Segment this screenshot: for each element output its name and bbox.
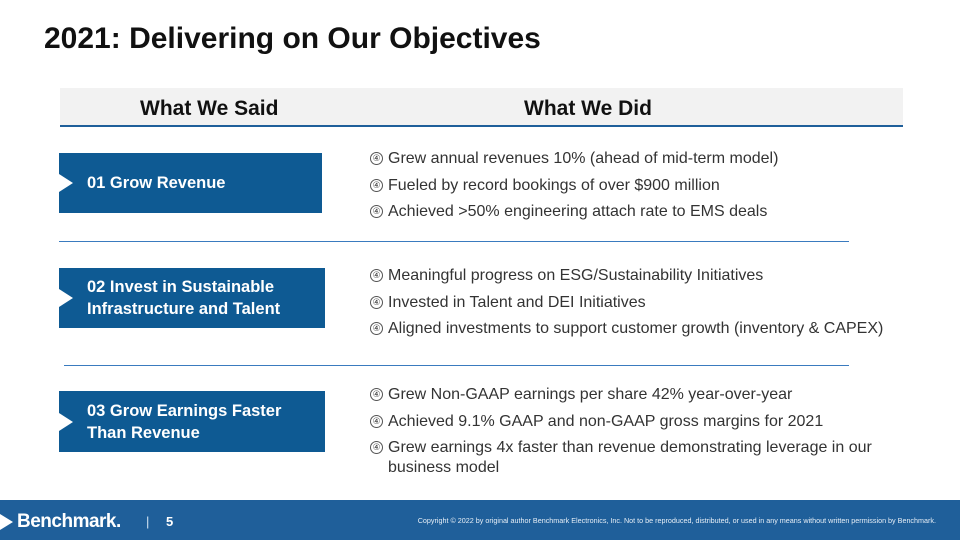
what-we-did-header: What We Did [524, 97, 652, 120]
logo-text: Benchmark. [17, 511, 121, 532]
bullet-text: Grew annual revenues 10% (ahead of mid-t… [388, 150, 779, 167]
circled-four-bullet-icon: ④ [370, 388, 383, 401]
list-item: ④ Invested in Talent and DEI Initiatives [370, 293, 950, 313]
divider [64, 365, 849, 366]
circled-four-bullet-icon: ④ [370, 205, 383, 218]
footer-separator: | [146, 514, 150, 529]
list-item: ④ Grew earnings 4x faster than revenue d… [370, 438, 890, 477]
play-arrow-icon [59, 412, 73, 431]
list-item: ④ Grew Non-GAAP earnings per share 42% y… [370, 385, 890, 405]
circled-four-bullet-icon: ④ [370, 295, 383, 309]
objective-03-box: 03 Grow Earnings Faster Than Revenue [59, 391, 325, 452]
circled-four-bullet-icon: ④ [370, 178, 383, 192]
bullet-text: Achieved >50% engineering attach rate to… [388, 203, 768, 220]
play-arrow-icon [59, 174, 73, 192]
objective-01-label: 01 Grow Revenue [87, 174, 226, 192]
page-number: 5 [166, 514, 174, 529]
table-header-band [60, 88, 903, 127]
objective-01-box: 01 Grow Revenue [59, 153, 322, 213]
list-item: ④ Grew annual revenues 10% (ahead of mid… [370, 149, 930, 169]
objective-03-results: ④ Grew Non-GAAP earnings per share 42% y… [370, 385, 890, 484]
objective-03-label: 03 Grow Earnings Faster Than Revenue [87, 401, 282, 442]
bullet-text: Achieved 9.1% GAAP and non-GAAP gross ma… [388, 412, 824, 430]
copyright-notice: Copyright © 2022 by original author Benc… [417, 516, 936, 525]
objective-02-results: ④ Meaningful progress on ESG/Sustainabil… [370, 266, 950, 346]
divider [59, 241, 849, 242]
objective-02-box: 02 Invest in Sustainable Infrastructure … [59, 268, 325, 328]
list-item: ④ Meaningful progress on ESG/Sustainabil… [370, 266, 950, 286]
circled-four-bullet-icon: ④ [370, 152, 383, 165]
circled-four-bullet-icon: ④ [370, 441, 383, 454]
circled-four-bullet-icon: ④ [370, 414, 383, 428]
objective-02-label: 02 Invest in Sustainable Infrastructure … [87, 278, 281, 318]
bullet-text: Fueled by record bookings of over $900 m… [388, 176, 720, 194]
bullet-text: Grew earnings 4x faster than revenue dem… [388, 439, 872, 476]
circled-four-bullet-icon: ④ [370, 322, 383, 335]
benchmark-logo: Benchmark. [0, 511, 121, 533]
list-item: ④ Achieved >50% engineering attach rate … [370, 202, 930, 222]
list-item: ④ Aligned investments to support custome… [370, 319, 950, 339]
footer-bar: Benchmark. | 5 Copyright © 2022 by origi… [0, 500, 960, 540]
bullet-text: Meaningful progress on ESG/Sustainabilit… [388, 267, 764, 284]
page-title: 2021: Delivering on Our Objectives [44, 22, 541, 55]
play-arrow-icon [59, 289, 73, 307]
bullet-text: Invested in Talent and DEI Initiatives [388, 293, 646, 311]
logo-triangle-icon [0, 514, 13, 530]
bullet-text: Aligned investments to support customer … [388, 320, 884, 337]
bullet-text: Grew Non-GAAP earnings per share 42% yea… [388, 386, 793, 403]
list-item: ④ Achieved 9.1% GAAP and non-GAAP gross … [370, 412, 890, 432]
what-we-said-header: What We Said [140, 97, 279, 120]
objective-01-results: ④ Grew annual revenues 10% (ahead of mid… [370, 149, 930, 229]
list-item: ④ Fueled by record bookings of over $900… [370, 176, 930, 196]
circled-four-bullet-icon: ④ [370, 269, 383, 282]
